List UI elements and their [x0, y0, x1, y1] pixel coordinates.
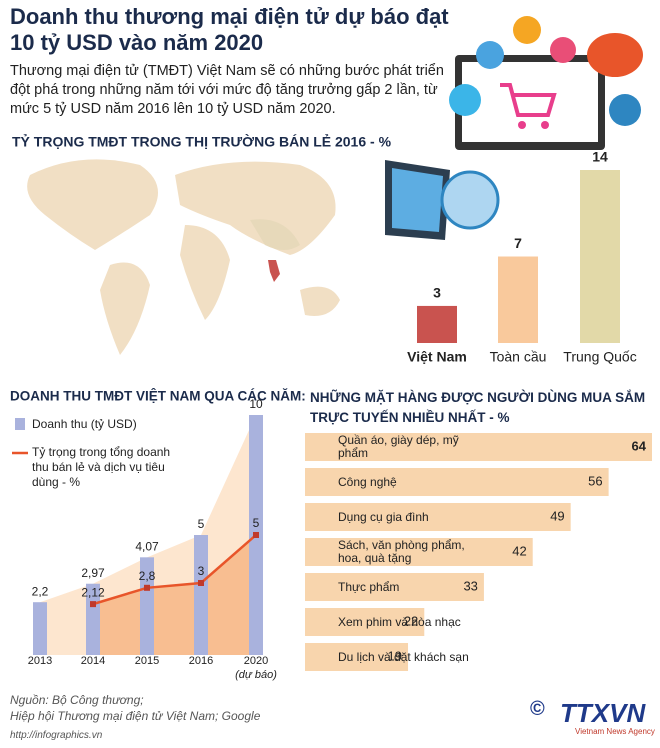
line-marker	[253, 532, 259, 538]
bar	[305, 538, 533, 566]
line-marker	[90, 601, 96, 608]
value-label: 3	[198, 564, 205, 578]
value-label: 42	[512, 543, 526, 558]
category-label: Du lịch và đặt khách sạn	[338, 649, 469, 664]
category-label: Dụng cụ gia đình	[338, 509, 429, 524]
value-label: 10	[249, 397, 263, 411]
line	[92, 534, 257, 606]
category-label: Quần áo, giày dép, mỹ phẩm	[338, 433, 459, 460]
value-label: 4,07	[135, 539, 159, 553]
category-label: Xem phim và hòa nhạc	[338, 614, 461, 629]
bar	[305, 468, 609, 496]
x-tick-label: 2020	[244, 655, 268, 667]
bar	[86, 583, 100, 655]
x-tick-label: 2013	[28, 655, 52, 667]
value-label: 7	[514, 235, 522, 251]
category-label: Thực phẩm	[338, 579, 400, 594]
bar	[305, 573, 484, 601]
bar	[305, 643, 409, 671]
value-label: 3	[433, 285, 441, 301]
x-tick-label: 2015	[135, 655, 159, 667]
agency: Vietnam News Agency	[575, 727, 655, 736]
x-tick-label: 2016	[189, 655, 213, 667]
value-label: 2,8	[139, 569, 156, 583]
source-line: Nguồn: Bộ Công thương;	[10, 693, 144, 707]
world-map	[27, 159, 340, 355]
x-tick-label: 2014	[81, 655, 105, 667]
shopping-illustration	[449, 16, 643, 150]
value-label: 33	[463, 578, 477, 593]
copyright-mark: ©	[530, 698, 545, 720]
value-label: 14	[592, 149, 608, 165]
line-marker	[198, 580, 204, 586]
page-subtitle: Thương mại điện tử (TMĐT) Việt Nam sẽ có…	[10, 63, 444, 117]
category-label: Công nghệ	[338, 474, 397, 489]
logo: TTXVN	[560, 698, 646, 728]
bar	[305, 608, 425, 636]
chart-title: DOANH THU TMĐT VIỆT NAM QUA CÁC NĂM:	[10, 389, 306, 404]
chart-title: NHỮNG MẶT HÀNG ĐƯỢC NGƯỜI DÙNG MUA SẮM T…	[310, 390, 646, 425]
chart-title: TỶ TRỌNG TMĐT TRONG THỊ TRƯỜNG BÁN LẺ 20…	[12, 133, 392, 150]
value-label: 64	[632, 438, 647, 453]
category-label: Sách, văn phòng phẩm, hoa, quà tặng	[338, 538, 465, 565]
bar	[580, 170, 620, 343]
value-label: 2,12	[81, 585, 105, 599]
share-area	[93, 535, 256, 655]
category-label: Toàn cầu	[490, 349, 547, 365]
legend-label: Doanh thu (tỷ USD)	[32, 417, 137, 431]
value-label: 2,2	[32, 584, 49, 598]
bar	[194, 535, 208, 655]
value-label: 2,97	[81, 566, 105, 580]
sources: Nguồn: Bộ Công thương; Hiệp hội Thương m…	[10, 692, 310, 724]
bar	[498, 256, 538, 343]
computer-illustration	[385, 160, 500, 240]
value-label: 22	[404, 613, 418, 628]
value-label: 5	[253, 516, 260, 530]
value-label: 56	[588, 473, 602, 488]
bar	[305, 433, 652, 461]
value-label: 19	[388, 648, 402, 663]
bar	[417, 305, 457, 343]
bar	[305, 503, 571, 531]
category-label: Trung Quốc	[563, 349, 636, 365]
value-label: 49	[550, 508, 564, 523]
bar	[33, 602, 47, 655]
bar	[140, 557, 154, 655]
forecast-note: (dự báo)	[235, 669, 277, 681]
url: http://infographics.vn	[10, 730, 103, 741]
page-title: Doanh thu thương mại điện tử dự báo đạt …	[10, 4, 449, 55]
legend-swatch	[15, 418, 25, 430]
category-label: Việt Nam	[407, 349, 467, 365]
legend-label: Tỷ trọng trong tổng doanh thu bán lẻ và …	[32, 445, 171, 489]
value-label: 5	[198, 517, 205, 531]
source-line: Hiệp hội Thương mại điện tử Việt Nam; Go…	[10, 709, 261, 723]
line-marker	[144, 584, 150, 591]
